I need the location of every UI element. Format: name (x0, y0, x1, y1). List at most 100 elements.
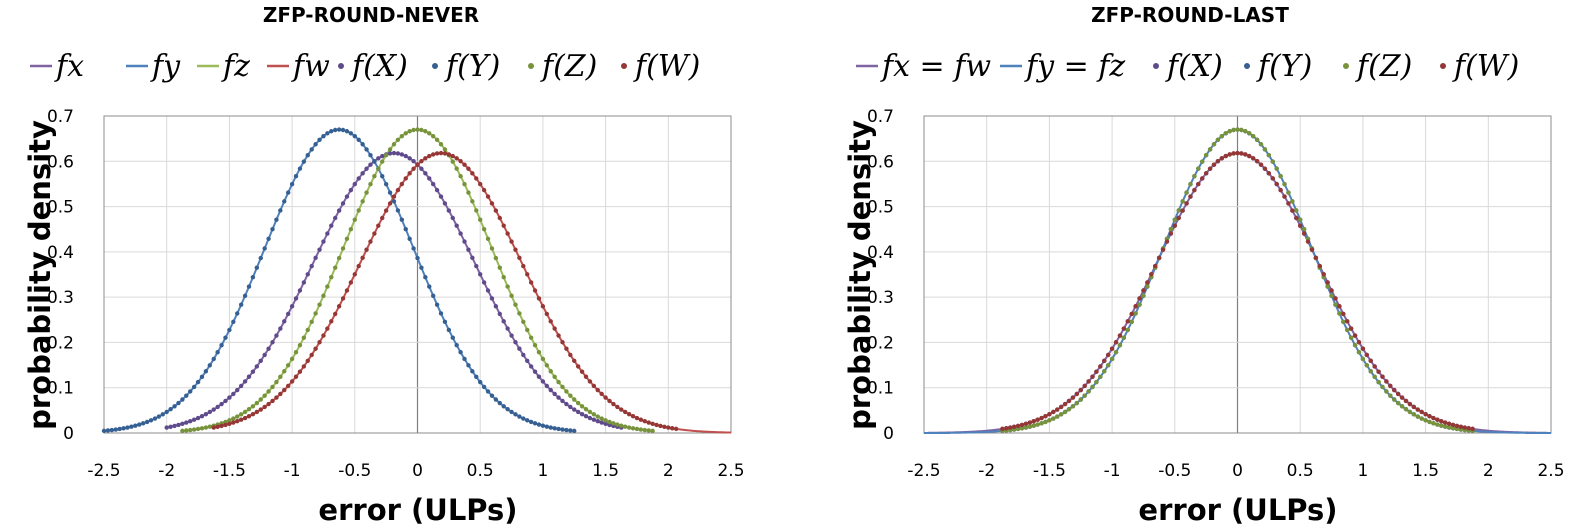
data-point (501, 404, 506, 409)
data-point (438, 194, 444, 199)
data-point (1015, 423, 1021, 429)
data-point (1364, 352, 1370, 358)
data-point (670, 426, 675, 431)
data-point (297, 369, 303, 374)
data-point (285, 363, 291, 368)
data-point (454, 223, 459, 228)
y-tick-label: 0.6 (47, 152, 74, 172)
data-point (446, 208, 452, 213)
data-point (278, 208, 283, 213)
series-line (166, 152, 622, 429)
data-point (1196, 181, 1201, 187)
data-point (137, 422, 142, 427)
data-point (321, 293, 326, 298)
x-axis-label: error (ULPs) (1138, 493, 1337, 527)
data-point (434, 187, 440, 193)
data-point (383, 208, 389, 213)
y-tick-label: 0.6 (867, 152, 894, 172)
data-point (1403, 398, 1409, 404)
data-point (540, 356, 546, 362)
data-point (352, 181, 357, 187)
data-point (497, 265, 502, 270)
x-tick-label: -2.5 (87, 461, 120, 481)
data-point (231, 391, 236, 397)
legend-item: f(X) (338, 49, 408, 84)
data-point (638, 427, 644, 432)
legend-label: fx = fw (880, 49, 991, 84)
data-point (305, 152, 310, 158)
data-point (211, 425, 216, 430)
data-point (470, 369, 475, 374)
y-tick-label: 0.4 (867, 243, 894, 263)
data-point (1360, 346, 1366, 351)
data-point (235, 414, 240, 419)
data-point (372, 173, 377, 179)
data-point (1450, 426, 1456, 431)
data-point (450, 159, 455, 164)
series-fy (103, 128, 575, 432)
data-point (599, 420, 604, 425)
data-point (411, 159, 416, 164)
data-point (607, 398, 612, 404)
data-point (470, 171, 475, 176)
data-point (360, 142, 365, 147)
data-point (1274, 166, 1279, 171)
data-point (246, 414, 252, 419)
data-point (380, 173, 385, 179)
data-point (223, 419, 228, 425)
data-point (278, 374, 283, 380)
data-point (282, 319, 287, 324)
data-point (1062, 401, 1068, 407)
data-point (1133, 304, 1138, 309)
data-point (1278, 187, 1283, 193)
data-point (1074, 391, 1080, 397)
data-point (199, 374, 205, 380)
data-point (583, 414, 589, 419)
data-point (1231, 127, 1236, 133)
data-point (376, 166, 381, 171)
data-point (528, 419, 534, 425)
data-point (568, 352, 573, 358)
data-point (199, 426, 205, 431)
data-point (517, 346, 522, 351)
data-point (270, 227, 275, 232)
data-point (673, 426, 679, 432)
data-point (340, 296, 346, 301)
data-point (462, 162, 467, 167)
data-point (556, 333, 561, 338)
legend-label: f(Z) (540, 49, 597, 84)
data-point (1168, 227, 1174, 232)
data-point (1043, 419, 1048, 425)
data-point (513, 247, 518, 252)
data-point (478, 379, 483, 385)
data-point (219, 423, 224, 429)
data-point (1149, 272, 1154, 277)
data-point (356, 176, 361, 181)
data-point (364, 166, 369, 171)
data-point (1407, 401, 1413, 407)
data-point (109, 427, 115, 433)
data-point (250, 404, 256, 409)
data-point (1039, 415, 1044, 421)
data-point (1270, 176, 1275, 181)
data-point (1203, 171, 1209, 176)
data-point (1243, 129, 1248, 134)
data-point (333, 265, 338, 270)
data-point (1368, 369, 1373, 374)
data-point (548, 387, 553, 393)
data-point (1164, 239, 1170, 244)
data-point (368, 152, 373, 158)
data-point (242, 293, 248, 298)
data-point (235, 311, 240, 316)
data-point (1274, 181, 1279, 187)
data-point (172, 423, 177, 429)
data-point (442, 151, 448, 156)
data-point (1458, 424, 1464, 429)
data-point (188, 427, 193, 433)
data-point (1035, 417, 1040, 422)
data-point (466, 247, 471, 252)
data-point (1431, 415, 1436, 421)
data-point (525, 358, 530, 363)
legend-label: f(W) (1452, 49, 1519, 84)
